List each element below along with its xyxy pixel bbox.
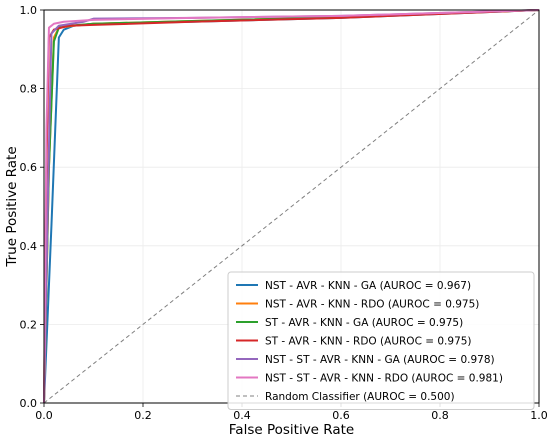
x-tick-label: 0.8 [431,409,449,422]
y-axis-label: True Positive Rate [4,146,20,267]
x-tick-label: 0.6 [332,409,350,422]
x-tick-label: 1.0 [530,409,548,422]
legend-label: NST - ST - AVR - KNN - GA (AUROC = 0.978… [265,354,495,366]
legend-label: ST - AVR - KNN - GA (AUROC = 0.975) [265,317,463,329]
series-line-6 [43,9,540,404]
y-tick-label: 0.0 [20,397,38,410]
y-tick-label: 0.8 [20,83,38,96]
x-axis-label: False Positive Rate [229,422,354,438]
legend-label: NST - ST - AVR - KNN - RDO (AUROC = 0.98… [265,373,503,385]
y-tick-label: 0.2 [20,318,38,331]
y-tick-label: 0.4 [20,240,38,253]
legend-label: NST - AVR - KNN - GA (AUROC = 0.967) [265,280,471,292]
y-tick-label: 1.0 [20,4,38,17]
legend-box [227,271,535,410]
legend-label: ST - AVR - KNN - RDO (AUROC = 0.975) [265,336,472,348]
y-tick-label: 0.6 [20,161,38,174]
baseline-layer [43,9,540,404]
x-tick-label: 0.0 [35,409,53,422]
legend: NST - AVR - KNN - GA (AUROC = 0.967) NST … [227,271,535,410]
legend-label: Random Classifier (AUROC = 0.500) [265,391,455,403]
baseline-line [43,9,540,404]
series-layer [43,9,540,404]
x-tick-label: 0.2 [134,409,152,422]
legend-label: NST - AVR - KNN - RDO (AUROC = 0.975) [265,299,479,311]
axis-ticks: 0.0 0.2 0.4 0.6 0.8 1.0 0.0 0.2 0.4 0.6 0.8 1.0 [20,4,548,422]
x-tick-label: 0.4 [233,409,251,422]
